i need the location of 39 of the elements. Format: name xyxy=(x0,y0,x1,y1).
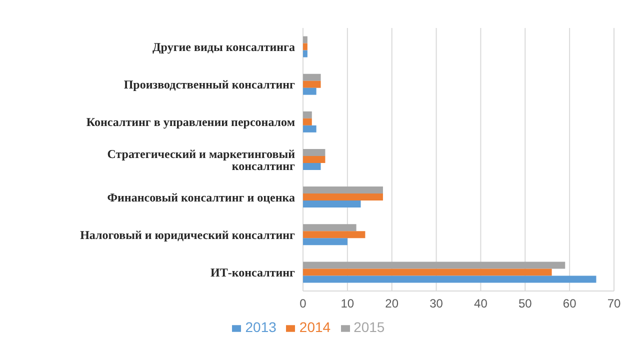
x-tick-label: 70 xyxy=(607,296,621,311)
legend-label: 2013 xyxy=(245,319,276,335)
y-tick-label: Другие виды консалтинга xyxy=(152,40,295,54)
bar xyxy=(303,200,361,208)
bar xyxy=(303,88,316,95)
y-tick-label: Стратегический и маркетинговый консалтинг xyxy=(107,146,296,173)
bar xyxy=(303,262,566,269)
bar xyxy=(303,118,312,126)
bar xyxy=(303,231,366,238)
x-tick-label: 10 xyxy=(340,296,354,311)
bar xyxy=(303,148,326,156)
x-tick-label: 40 xyxy=(474,296,488,311)
x-tick-label: 30 xyxy=(430,296,444,311)
bar xyxy=(303,74,321,81)
bar xyxy=(303,125,316,132)
legend-label: 2015 xyxy=(354,319,385,335)
x-tick-label: 0 xyxy=(300,296,307,311)
bar xyxy=(303,162,321,170)
x-tick-label: 60 xyxy=(562,296,577,311)
bar xyxy=(303,238,348,246)
legend-label: 2014 xyxy=(299,319,331,335)
y-tick-label: Налоговый и юридический консалтинг xyxy=(80,228,296,242)
y-tick-label: ИТ-консалтинг xyxy=(210,265,296,280)
y-tick-label: Финансовый консалтинг и оценка xyxy=(107,190,295,204)
bar xyxy=(303,156,326,163)
bar xyxy=(303,111,312,118)
bar xyxy=(303,50,308,58)
bar xyxy=(303,194,383,201)
bar xyxy=(303,276,596,283)
bar xyxy=(303,224,356,232)
x-tick-label: 20 xyxy=(385,296,399,311)
bar xyxy=(303,43,308,50)
x-tick-label: 50 xyxy=(518,296,532,311)
y-tick-label: Консалтинг в управлении персоналом xyxy=(86,115,295,130)
bar xyxy=(303,36,308,44)
bar xyxy=(303,268,552,276)
y-tick-label: Производственный консалтинг xyxy=(124,78,296,92)
bar xyxy=(303,186,383,194)
bar xyxy=(303,80,321,88)
